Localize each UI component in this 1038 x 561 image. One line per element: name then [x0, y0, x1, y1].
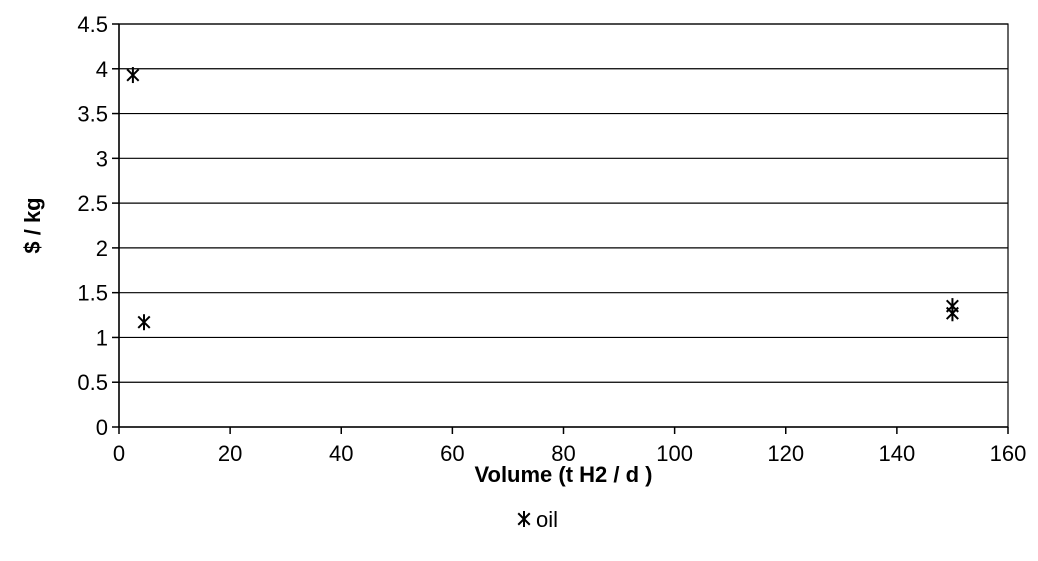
- x-axis-title: Volume (t H2 / d ): [474, 462, 652, 487]
- y-tick-label: 1: [96, 325, 108, 350]
- y-tick-label: 1.5: [77, 281, 108, 306]
- data-point-oil: [137, 314, 151, 331]
- x-tick-label: 120: [767, 441, 804, 466]
- y-tick-label: 3.5: [77, 102, 108, 127]
- y-tick-label: 0: [96, 415, 108, 440]
- y-axis-title: $ / kg: [20, 197, 45, 253]
- axes: [112, 23, 1009, 434]
- legend: oil: [517, 507, 558, 532]
- plot-area: [118, 23, 1009, 428]
- x-tick-label: 100: [656, 441, 693, 466]
- y-tick-label: 2.5: [77, 191, 108, 216]
- y-tick-label: 0.5: [77, 370, 108, 395]
- data-point-oil: [126, 67, 140, 84]
- x-tick-label: 80: [551, 441, 575, 466]
- y-axis-tick-labels: 0 0.5 1 1.5 2 2.5 3 3.5 4 4.5: [77, 12, 108, 440]
- x-tick-label: 140: [879, 441, 916, 466]
- y-tick-label: 4: [96, 57, 108, 82]
- data-points: [126, 67, 959, 331]
- legend-marker-oil: [517, 511, 531, 527]
- x-tick-label: 60: [440, 441, 464, 466]
- x-tick-label: 20: [218, 441, 242, 466]
- legend-label-oil: oil: [536, 507, 558, 532]
- x-tick-label: 160: [990, 441, 1027, 466]
- y-tick-label: 4.5: [77, 12, 108, 37]
- gridlines: [119, 23, 1008, 383]
- data-point-oil: [945, 305, 959, 322]
- y-tick-label: 3: [96, 146, 108, 171]
- x-axis-tick-labels: 0 20 40 60 80 100 120 140 160: [113, 441, 1026, 466]
- x-tick-label: 40: [329, 441, 353, 466]
- y-tick-label: 2: [96, 236, 108, 261]
- x-tick-label: 0: [113, 441, 125, 466]
